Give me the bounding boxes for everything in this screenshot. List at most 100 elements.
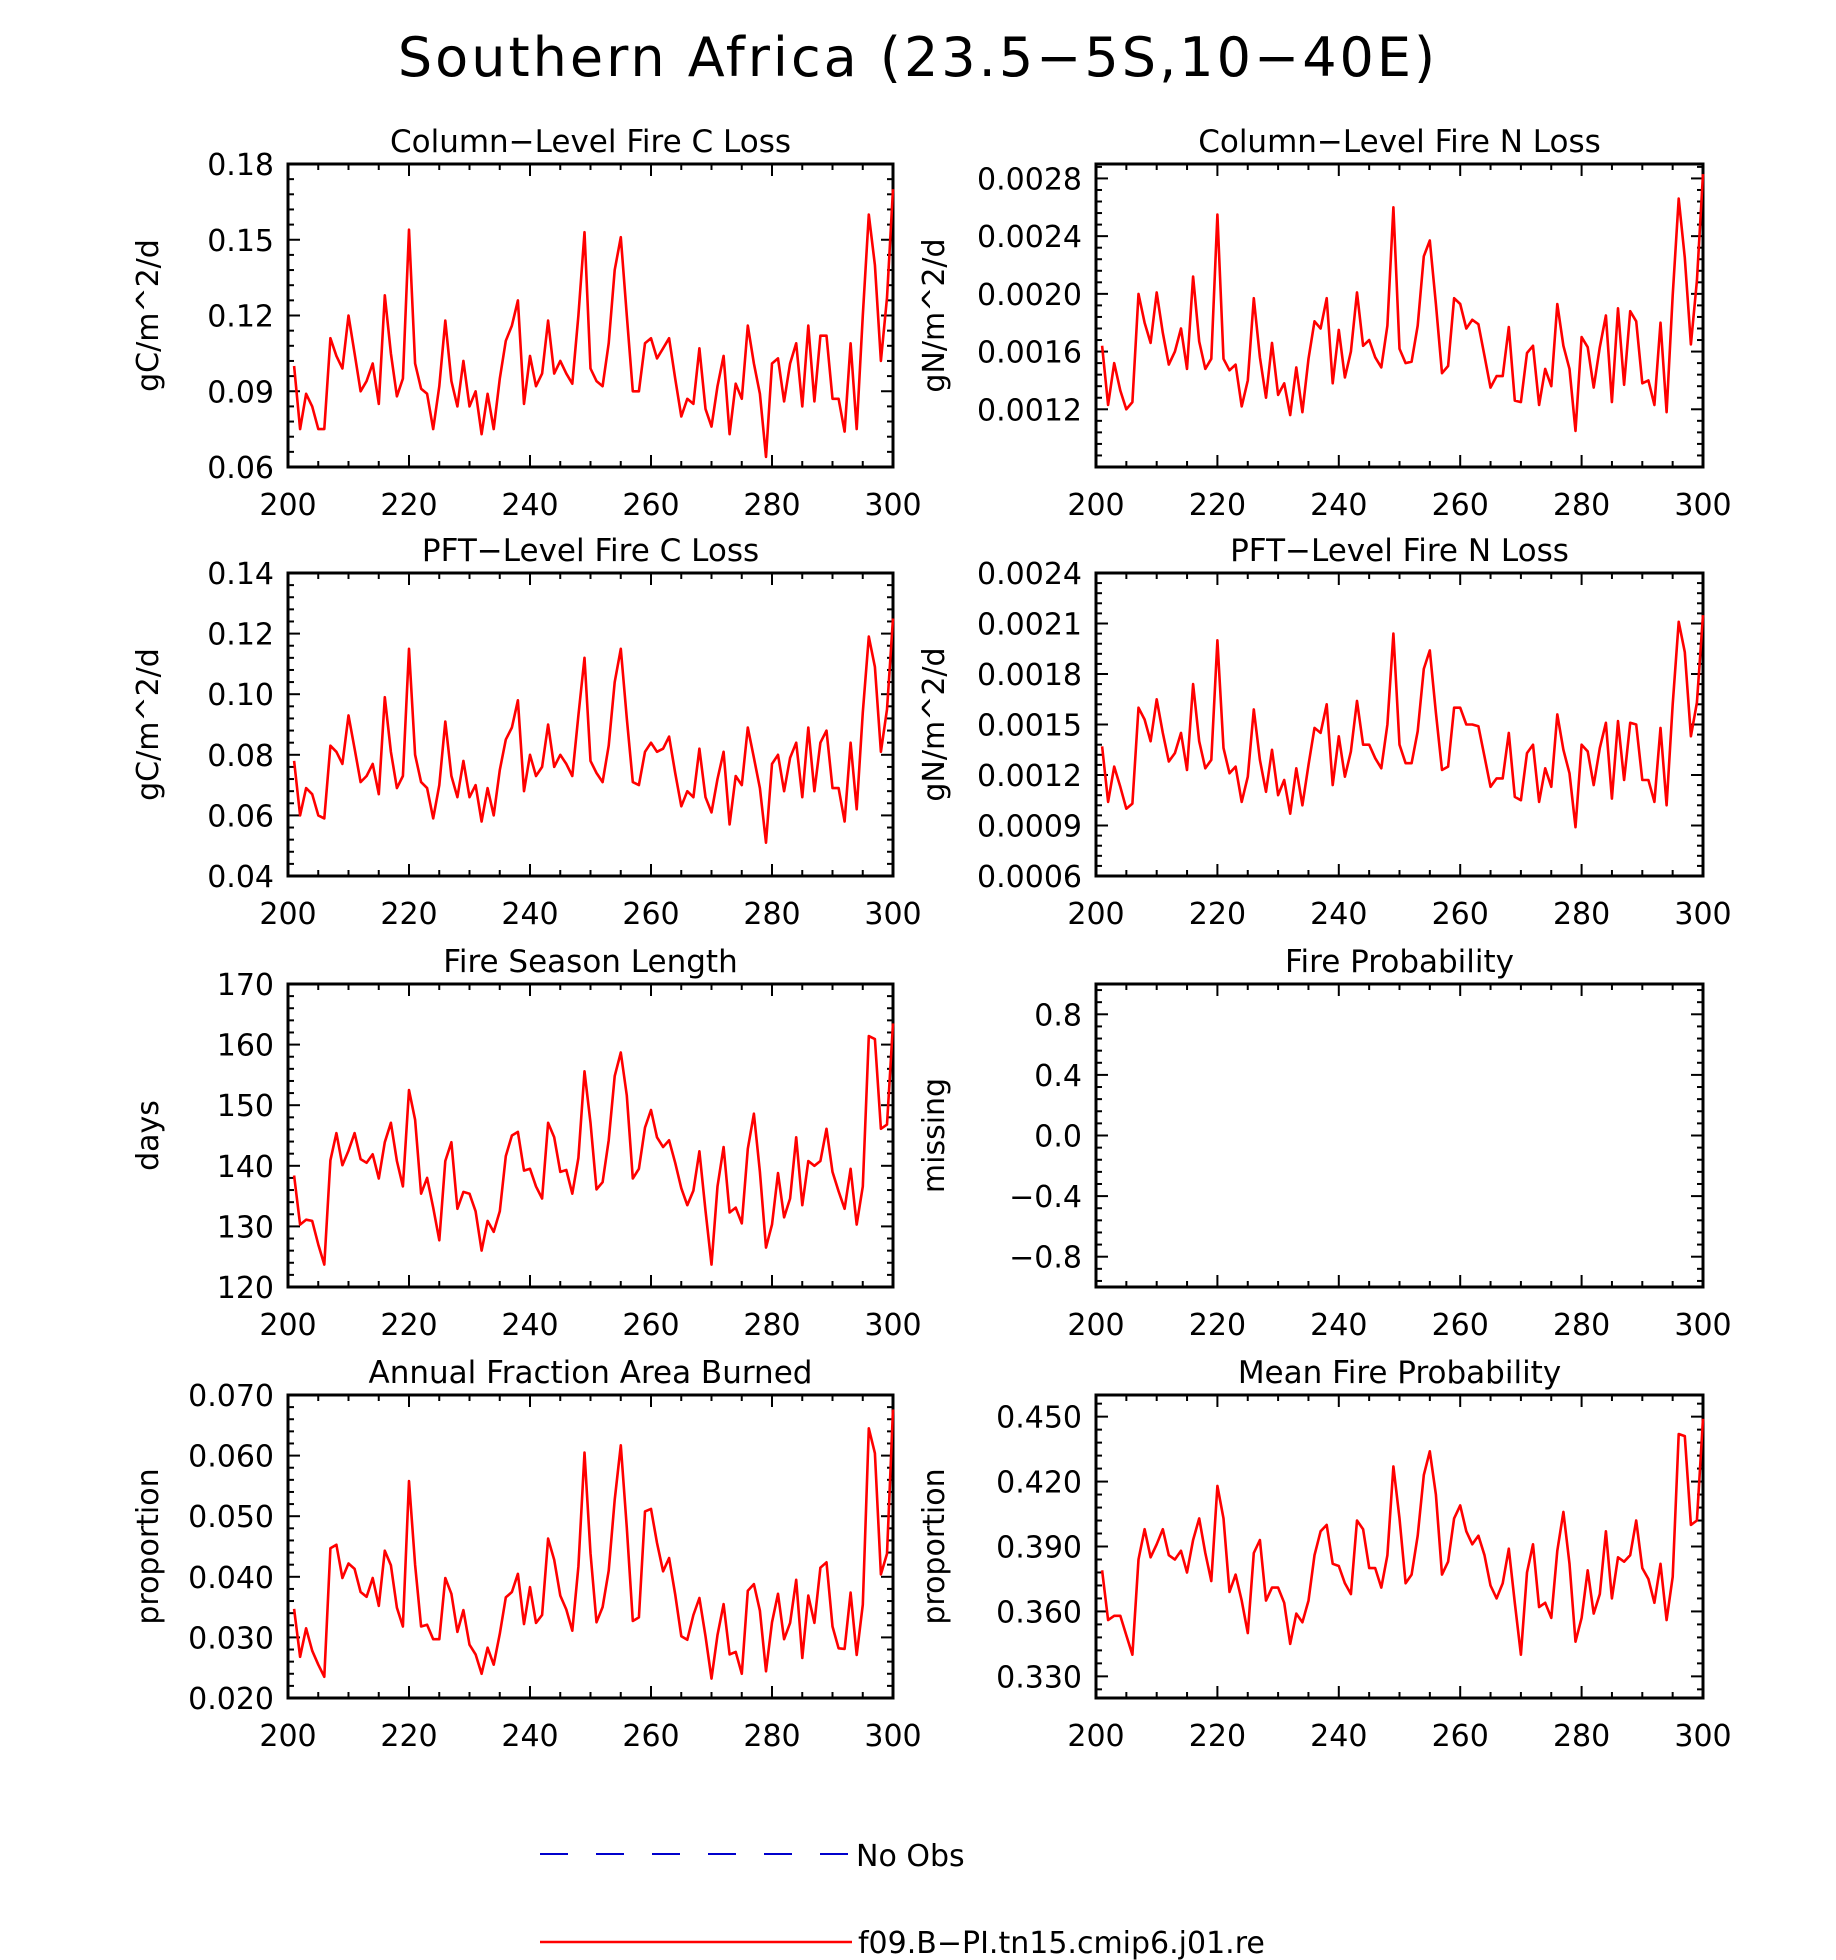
panel1-y-tick-label: 0.09 <box>207 375 274 410</box>
panel4-y-axis-label: gN/m^2/d <box>917 647 952 801</box>
panel4-y-tick-label: 0.0024 <box>977 557 1082 592</box>
panel7-y-tick-label: 0.060 <box>188 1440 274 1475</box>
panel3-y-axis-label: gC/m^2/d <box>131 648 166 801</box>
panel2-y-tick-label: 0.0020 <box>977 278 1082 313</box>
panel7-y-tick-label: 0.070 <box>188 1379 274 1414</box>
panel3-y-tick-label: 0.10 <box>207 678 274 713</box>
panel4-x-tick-label: 280 <box>1553 897 1610 932</box>
panel6-title: Fire Probability <box>1285 944 1514 980</box>
panel4-y-tick-label: 0.0015 <box>977 709 1082 744</box>
panel6-y-tick-label: −0.4 <box>1009 1180 1082 1215</box>
panel5-x-tick-label: 220 <box>380 1308 437 1343</box>
panel5-title: Fire Season Length <box>443 944 737 980</box>
panel3-x-tick-label: 300 <box>864 897 921 932</box>
panel1-x-tick-label: 280 <box>743 488 800 523</box>
panel2-series-line <box>1100 174 1705 433</box>
panel4-y-tick-label: 0.0021 <box>977 608 1082 643</box>
panel7-title: Annual Fraction Area Burned <box>369 1355 813 1391</box>
panel6-x-tick-label: 240 <box>1310 1308 1367 1343</box>
panel2-x-tick-label: 240 <box>1310 488 1367 523</box>
panel3-y-tick-label: 0.08 <box>207 739 274 774</box>
panel1-y-tick-label: 0.18 <box>207 148 274 183</box>
panel7-x-tick-label: 220 <box>380 1719 437 1754</box>
legend-obs-label: No Obs <box>856 1839 965 1874</box>
panel1-title: Column−Level Fire C Loss <box>390 124 791 160</box>
panel7-x-tick-label: 260 <box>622 1719 679 1754</box>
panel8-x-tick-label: 200 <box>1067 1719 1124 1754</box>
panel2-title: Column−Level Fire N Loss <box>1198 124 1601 160</box>
panel6-x-tick-label: 300 <box>1674 1308 1731 1343</box>
panel8-y-tick-label: 0.330 <box>996 1660 1082 1695</box>
panel3-x-tick-label: 280 <box>743 897 800 932</box>
panel7-y-axis-label: proportion <box>131 1468 166 1624</box>
panel2-y-tick-label: 0.0012 <box>977 393 1082 428</box>
panel2-x-tick-label: 280 <box>1553 488 1610 523</box>
panel6-y-tick-label: 0.4 <box>1034 1059 1082 1094</box>
panel3-y-tick-label: 0.06 <box>207 799 274 834</box>
panel4-title: PFT−Level Fire N Loss <box>1230 533 1569 569</box>
panel3-x-tick-label: 240 <box>501 897 558 932</box>
panel5-y-tick-label: 160 <box>217 1029 274 1064</box>
panel7-series-line <box>292 1409 895 1680</box>
panel8-y-tick-label: 0.450 <box>996 1401 1082 1436</box>
panel2-plot-frame <box>1094 162 1705 469</box>
panel8-title: Mean Fire Probability <box>1238 1355 1561 1391</box>
panel4-y-tick-label: 0.0018 <box>977 658 1082 693</box>
panel8-y-tick-label: 0.360 <box>996 1595 1082 1630</box>
panel5-y-tick-label: 140 <box>217 1150 274 1185</box>
panel6-x-tick-label: 280 <box>1553 1308 1610 1343</box>
panel5-x-tick-label: 280 <box>743 1308 800 1343</box>
panel1-y-tick-label: 0.15 <box>207 224 274 259</box>
panel1-plot-frame <box>286 162 895 469</box>
panel7-x-tick-label: 200 <box>259 1719 316 1754</box>
panel7-x-tick-label: 280 <box>743 1719 800 1754</box>
panel5-x-tick-label: 260 <box>622 1308 679 1343</box>
panel6-y-axis-label: missing <box>917 1078 952 1193</box>
panel3-x-tick-label: 260 <box>622 897 679 932</box>
panel6-y-tick-label: −0.8 <box>1009 1241 1082 1276</box>
panel5-y-tick-label: 170 <box>217 968 274 1003</box>
panel3-y-tick-label: 0.12 <box>207 618 274 653</box>
panel3-series-line <box>292 618 895 845</box>
panel6-x-tick-label: 220 <box>1189 1308 1246 1343</box>
panel1-series-line <box>292 189 895 459</box>
panel1-x-tick-label: 220 <box>380 488 437 523</box>
panel8-y-tick-label: 0.420 <box>996 1466 1082 1501</box>
panel7-y-tick-label: 0.050 <box>188 1500 274 1535</box>
panel2-x-tick-label: 200 <box>1067 488 1124 523</box>
panel5-series-line <box>292 1023 895 1266</box>
panel1-y-tick-label: 0.12 <box>207 300 274 335</box>
panel1-x-tick-label: 260 <box>622 488 679 523</box>
panel4-series-line <box>1100 615 1705 829</box>
panel3-x-tick-label: 220 <box>380 897 437 932</box>
panel3-title: PFT−Level Fire C Loss <box>422 533 759 569</box>
panel7-y-tick-label: 0.020 <box>188 1682 274 1717</box>
panel5-x-tick-label: 300 <box>864 1308 921 1343</box>
panel5-y-tick-label: 150 <box>217 1089 274 1124</box>
panel4-y-tick-label: 0.0012 <box>977 759 1082 794</box>
panel8-x-tick-label: 220 <box>1189 1719 1246 1754</box>
panel4-x-tick-label: 300 <box>1674 897 1731 932</box>
panel4-x-tick-label: 220 <box>1189 897 1246 932</box>
panel2-y-tick-label: 0.0016 <box>977 336 1082 371</box>
panel2-y-tick-label: 0.0028 <box>977 162 1082 197</box>
panel4-x-tick-label: 240 <box>1310 897 1367 932</box>
panel2-x-tick-label: 220 <box>1189 488 1246 523</box>
panel3-plot-frame <box>286 571 895 878</box>
panel5-y-axis-label: days <box>131 1100 166 1171</box>
panel3-y-tick-label: 0.04 <box>207 860 274 895</box>
panel7-y-tick-label: 0.040 <box>188 1561 274 1596</box>
panel8-x-tick-label: 300 <box>1674 1719 1731 1754</box>
panel1-x-tick-label: 240 <box>501 488 558 523</box>
panel1-y-axis-label: gC/m^2/d <box>131 239 166 392</box>
panel3-x-tick-label: 200 <box>259 897 316 932</box>
panel5-y-tick-label: 130 <box>217 1210 274 1245</box>
panel6-y-tick-label: 0.8 <box>1034 998 1082 1033</box>
panel4-y-tick-label: 0.0006 <box>977 860 1082 895</box>
panel8-series-line <box>1100 1418 1705 1656</box>
panel5-x-tick-label: 240 <box>501 1308 558 1343</box>
panel6-y-tick-label: 0.0 <box>1034 1120 1082 1155</box>
panel5-x-tick-label: 200 <box>259 1308 316 1343</box>
panel4-x-tick-label: 260 <box>1432 897 1489 932</box>
